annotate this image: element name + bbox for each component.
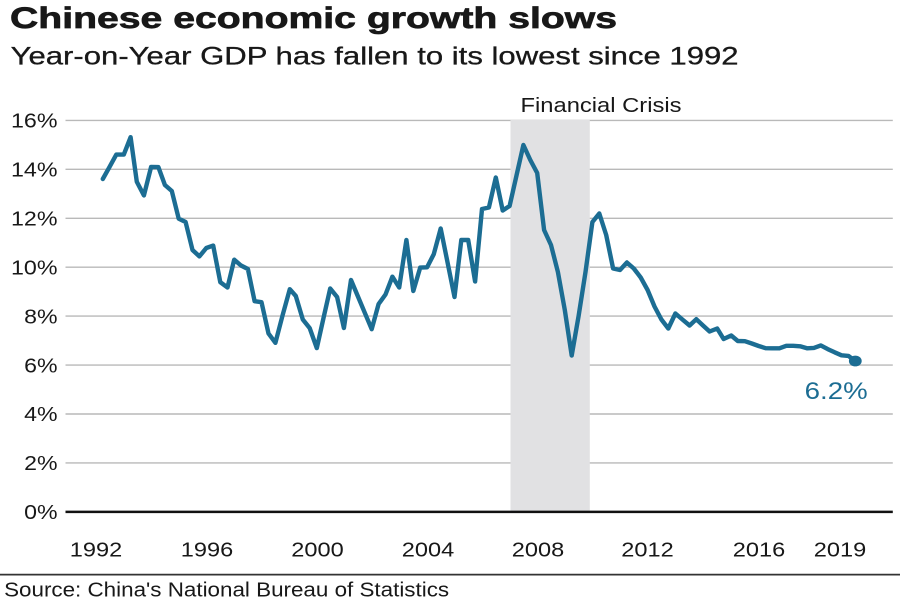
svg-text:2000: 2000 xyxy=(291,540,343,562)
svg-text:Source: China's National Burea: Source: China's National Bureau of Stati… xyxy=(4,580,449,600)
svg-text:2008: 2008 xyxy=(512,540,564,562)
svg-text:8%: 8% xyxy=(24,306,58,328)
svg-text:2%: 2% xyxy=(24,453,58,475)
svg-text:2016: 2016 xyxy=(733,540,785,562)
svg-text:0%: 0% xyxy=(24,502,58,524)
svg-text:12%: 12% xyxy=(11,209,58,231)
svg-text:Chinese economic growth slows: Chinese economic growth slows xyxy=(10,2,617,35)
svg-text:6%: 6% xyxy=(24,355,58,377)
svg-text:4%: 4% xyxy=(24,404,58,426)
svg-text:1996: 1996 xyxy=(181,540,233,562)
svg-text:2004: 2004 xyxy=(402,540,454,562)
svg-text:1992: 1992 xyxy=(70,540,122,562)
svg-text:Financial Crisis: Financial Crisis xyxy=(521,95,682,117)
svg-text:16%: 16% xyxy=(11,111,58,133)
svg-text:10%: 10% xyxy=(11,257,58,279)
svg-text:14%: 14% xyxy=(11,160,58,182)
svg-text:2019: 2019 xyxy=(814,540,866,562)
svg-text:2012: 2012 xyxy=(621,540,673,562)
svg-text:6.2%: 6.2% xyxy=(805,378,868,405)
svg-text:Year-on-Year GDP has fallen to: Year-on-Year GDP has fallen to its lowes… xyxy=(11,42,739,70)
